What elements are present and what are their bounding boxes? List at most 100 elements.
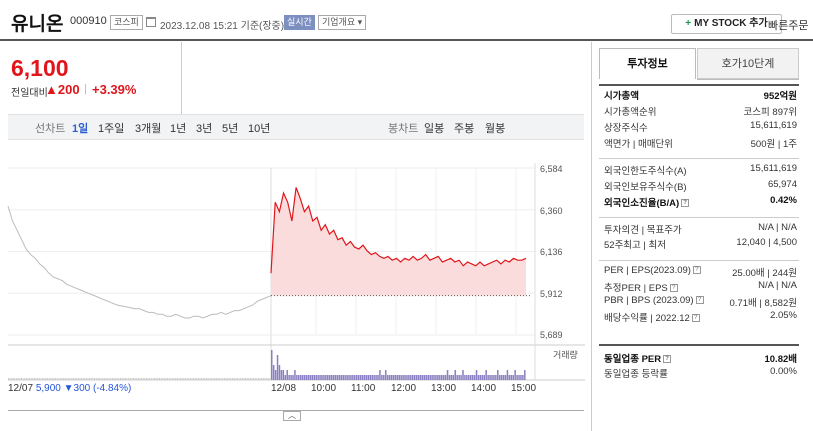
my-stock-add-button[interactable]: + MY STOCK 추가 — [671, 14, 782, 34]
volume-bar — [278, 365, 281, 380]
help-icon[interactable]: ? — [695, 296, 704, 305]
help-icon[interactable]: ? — [663, 355, 672, 364]
tab-candle-weekly[interactable]: 주봉 — [454, 123, 475, 135]
volume-bar — [294, 370, 296, 380]
prev-day-summary: 12/07 5,900 ▼300 (-4.84%) — [8, 383, 131, 394]
info-value: N/A | N/A — [758, 222, 797, 233]
tab-period-1w[interactable]: 1주일 — [98, 123, 125, 135]
volume-bar — [199, 378, 201, 380]
volume-bar — [43, 378, 45, 380]
volume-bar — [264, 378, 266, 380]
volume-bar — [284, 375, 287, 380]
volume-bar — [98, 378, 100, 380]
volume-bar — [8, 378, 9, 380]
volume-bar — [97, 378, 99, 380]
volume-bar — [33, 378, 35, 380]
prev-day-date: 12/07 — [8, 383, 34, 394]
tab-order-book[interactable]: 호가10단계 — [697, 48, 799, 79]
tab-candle-monthly[interactable]: 월봉 — [485, 123, 506, 135]
volume-bar — [296, 375, 298, 380]
volume-bar — [222, 378, 224, 380]
volume-bar — [232, 378, 234, 380]
volume-bar — [118, 378, 120, 380]
price-chart[interactable] — [0, 150, 590, 390]
tab-invest-info[interactable]: 투자정보 — [599, 48, 696, 79]
volume-bar — [512, 375, 514, 380]
volume-bar — [413, 375, 416, 380]
volume-bar — [471, 375, 474, 380]
prev-day-close: 5,900 — [35, 383, 61, 394]
volume-bar — [201, 378, 203, 380]
tab-period-10y[interactable]: 10년 — [248, 123, 271, 135]
volume-bar — [133, 378, 135, 380]
help-icon[interactable]: ? — [669, 284, 678, 293]
volume-bar — [230, 378, 232, 380]
volume-bar — [137, 378, 139, 380]
volume-bar — [421, 375, 424, 380]
volume-bar — [248, 378, 250, 380]
info-value: 65,974 — [767, 179, 797, 190]
volume-bar — [14, 378, 16, 380]
x-tick: 13:00 — [431, 383, 457, 394]
x-tick: 11:00 — [351, 383, 376, 394]
info-label: 추정PER | EPS? — [604, 280, 678, 294]
help-icon[interactable]: ? — [691, 314, 700, 323]
chevron-up-icon[interactable]: ︿ — [283, 411, 301, 421]
change-label: 전일대비 — [11, 88, 48, 99]
volume-bar — [481, 375, 484, 380]
corp-overview-dropdown[interactable]: 기업개요 ▾ — [318, 15, 367, 30]
volume-label: 거래량 — [553, 350, 578, 360]
volume-bar — [489, 375, 491, 380]
volume-bar — [433, 375, 435, 380]
info-value: 15,611,619 — [750, 163, 797, 174]
volume-bar — [290, 375, 292, 380]
stock-name[interactable]: 유니온 — [11, 14, 64, 35]
y-tick: 5,912 — [540, 289, 563, 299]
quick-order-button[interactable]: 빠른주문 — [768, 20, 809, 32]
y-tick: 6,584 — [540, 164, 563, 174]
volume-bar — [228, 378, 230, 380]
info-row: 상장주식수 15,611,619 — [604, 120, 797, 134]
volume-bar — [77, 378, 79, 380]
volume-bar — [95, 378, 97, 380]
volume-bar — [30, 378, 32, 380]
volume-bar — [20, 378, 22, 380]
help-icon[interactable]: ? — [681, 199, 690, 208]
volume-bar — [404, 375, 406, 380]
tab-period-1y[interactable]: 1년 — [170, 123, 187, 135]
volume-bar — [254, 378, 256, 380]
volume-bar — [292, 375, 294, 380]
volume-bar — [115, 378, 117, 380]
volume-bar — [76, 378, 78, 380]
help-icon[interactable]: ? — [692, 266, 701, 275]
my-stock-label: MY STOCK 추가 — [694, 18, 768, 29]
change-divider: | — [84, 83, 87, 95]
info-value: 952억원 — [763, 91, 797, 102]
info-row: 투자의견 | 목표주가 N/A | N/A — [604, 222, 797, 236]
volume-bar — [381, 375, 383, 380]
x-tick: 12:00 — [391, 383, 417, 394]
info-row: 추정PER | EPS? N/A | N/A — [604, 280, 797, 294]
volume-bar — [269, 378, 271, 380]
tab-period-5y[interactable]: 5년 — [222, 123, 239, 135]
volume-bar — [317, 375, 319, 380]
tab-underline — [697, 79, 799, 80]
volume-bar — [149, 378, 151, 380]
volume-bar — [121, 378, 123, 380]
volume-bar — [105, 378, 107, 380]
volume-bar — [384, 370, 387, 380]
volume-bar — [377, 375, 379, 380]
tab-period-3m[interactable]: 3개월 — [135, 123, 162, 135]
volume-bar — [163, 378, 165, 380]
volume-bar — [464, 375, 466, 380]
volume-bar — [468, 375, 470, 380]
tab-period-1d[interactable]: 1일 — [72, 123, 89, 135]
volume-bar — [479, 375, 482, 380]
tab-period-3y[interactable]: 3년 — [196, 123, 213, 135]
volume-bar — [398, 375, 400, 380]
volume-bar — [74, 378, 76, 380]
tab-candle-daily[interactable]: 일봉 — [424, 123, 445, 135]
volume-bar — [386, 375, 389, 380]
volume-bar — [466, 375, 468, 380]
